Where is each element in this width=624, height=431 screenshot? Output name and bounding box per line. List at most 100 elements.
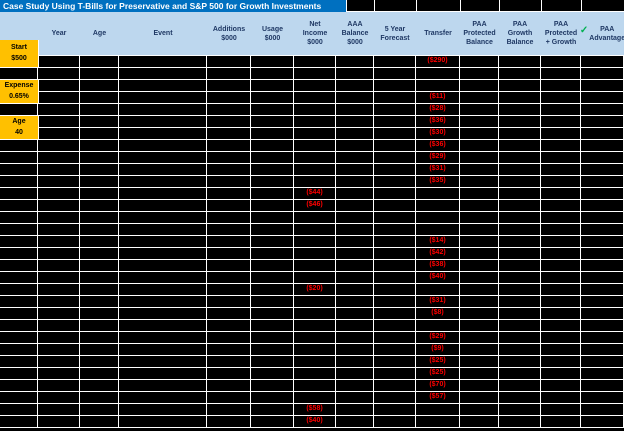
cell-year[interactable]: [38, 260, 80, 272]
cell-usage[interactable]: [251, 356, 294, 368]
cell-year[interactable]: [38, 272, 80, 284]
cell-paa_advantage[interactable]: [581, 320, 624, 332]
cell-forecast[interactable]: [374, 152, 416, 164]
cell-usage[interactable]: [251, 104, 294, 116]
cell-additions[interactable]: [207, 308, 251, 320]
cell-year[interactable]: [38, 344, 80, 356]
cell-paa_protected_growth[interactable]: [541, 176, 581, 188]
cell-usage[interactable]: [251, 260, 294, 272]
cell-aaa_balance[interactable]: [336, 200, 374, 212]
cell-year[interactable]: [38, 356, 80, 368]
cell-label-column[interactable]: [0, 296, 38, 308]
cell-paa_advantage[interactable]: [581, 212, 624, 224]
cell-additions[interactable]: [207, 344, 251, 356]
cell-year[interactable]: [38, 152, 80, 164]
cell-paa_protected_growth[interactable]: [541, 368, 581, 380]
cell-additions[interactable]: [207, 212, 251, 224]
cell-aaa_balance[interactable]: [336, 80, 374, 92]
cell-forecast[interactable]: [374, 404, 416, 416]
cell-aaa_balance[interactable]: [336, 272, 374, 284]
cell-paa_growth[interactable]: [499, 296, 541, 308]
cell-paa_advantage[interactable]: [581, 236, 624, 248]
cell-paa_advantage[interactable]: [581, 368, 624, 380]
cell-net_income[interactable]: [294, 380, 336, 392]
cell-paa_growth[interactable]: [499, 308, 541, 320]
cell-aaa_balance[interactable]: [336, 332, 374, 344]
cell-year[interactable]: [38, 68, 80, 80]
cell-usage[interactable]: [251, 92, 294, 104]
cell-event[interactable]: [119, 128, 207, 140]
cell-year[interactable]: [38, 392, 80, 404]
cell-additions[interactable]: [207, 188, 251, 200]
cell-age[interactable]: [80, 344, 119, 356]
cell-paa_protected[interactable]: [460, 308, 499, 320]
cell-forecast[interactable]: [374, 284, 416, 296]
cell-paa_growth[interactable]: [499, 92, 541, 104]
cell-paa_advantage[interactable]: [581, 68, 624, 80]
cell-usage[interactable]: [251, 404, 294, 416]
cell-transfer[interactable]: ($70): [416, 380, 460, 392]
cell-paa_protected[interactable]: [460, 356, 499, 368]
cell-paa_protected_growth[interactable]: [541, 200, 581, 212]
cell-paa_protected_growth[interactable]: [541, 272, 581, 284]
cell-age[interactable]: [80, 392, 119, 404]
cell-forecast[interactable]: [374, 188, 416, 200]
cell-net_income[interactable]: [294, 212, 336, 224]
cell-event[interactable]: [119, 212, 207, 224]
cell-label-column[interactable]: [0, 284, 38, 296]
cell-paa_advantage[interactable]: [581, 224, 624, 236]
cell-paa_protected[interactable]: [460, 380, 499, 392]
cell-aaa_balance[interactable]: [336, 308, 374, 320]
cell-usage[interactable]: [251, 248, 294, 260]
cell-paa_protected_growth[interactable]: [541, 284, 581, 296]
cell-paa_protected_growth[interactable]: [541, 92, 581, 104]
cell-paa_growth[interactable]: [499, 260, 541, 272]
cell-event[interactable]: [119, 368, 207, 380]
cell-paa_protected_growth[interactable]: [541, 236, 581, 248]
cell-paa_protected[interactable]: [460, 344, 499, 356]
cell-paa_protected_growth[interactable]: [541, 80, 581, 92]
cell-transfer[interactable]: ($30): [416, 128, 460, 140]
cell-label-column[interactable]: [0, 188, 38, 200]
cell-additions[interactable]: [207, 224, 251, 236]
cell-year[interactable]: [38, 116, 80, 128]
cell-age[interactable]: [80, 272, 119, 284]
cell-paa_protected[interactable]: [460, 416, 499, 428]
cell-year[interactable]: [38, 236, 80, 248]
cell-year[interactable]: [38, 284, 80, 296]
cell-paa_protected[interactable]: [460, 272, 499, 284]
cell-transfer[interactable]: ($11): [416, 92, 460, 104]
cell-event[interactable]: [119, 188, 207, 200]
cell-additions[interactable]: [207, 416, 251, 428]
cell-usage[interactable]: [251, 308, 294, 320]
cell-aaa_balance[interactable]: [336, 320, 374, 332]
cell-forecast[interactable]: [374, 260, 416, 272]
cell-transfer[interactable]: ($25): [416, 356, 460, 368]
cell-label-column[interactable]: [0, 272, 38, 284]
cell-net_income[interactable]: [294, 392, 336, 404]
cell-age[interactable]: [80, 104, 119, 116]
cell-additions[interactable]: [207, 272, 251, 284]
cell-year[interactable]: [38, 224, 80, 236]
cell-additions[interactable]: [207, 164, 251, 176]
cell-age[interactable]: [80, 188, 119, 200]
cell-forecast[interactable]: [374, 116, 416, 128]
cell-paa_growth[interactable]: [499, 212, 541, 224]
cell-usage[interactable]: [251, 68, 294, 80]
cell-forecast[interactable]: [374, 104, 416, 116]
cell-usage[interactable]: [251, 212, 294, 224]
cell-paa_protected[interactable]: [460, 152, 499, 164]
cell-transfer[interactable]: ($29): [416, 152, 460, 164]
cell-age[interactable]: [80, 212, 119, 224]
cell-label-column[interactable]: [0, 140, 38, 152]
cell-label-column[interactable]: [0, 248, 38, 260]
cell-paa_protected_growth[interactable]: [541, 356, 581, 368]
cell-age[interactable]: [80, 368, 119, 380]
cell-transfer[interactable]: ($8): [416, 308, 460, 320]
cell-transfer[interactable]: [416, 284, 460, 296]
cell-age[interactable]: [80, 92, 119, 104]
cell-net_income[interactable]: [294, 68, 336, 80]
cell-additions[interactable]: [207, 296, 251, 308]
cell-forecast[interactable]: [374, 56, 416, 68]
cell-paa_protected_growth[interactable]: [541, 140, 581, 152]
